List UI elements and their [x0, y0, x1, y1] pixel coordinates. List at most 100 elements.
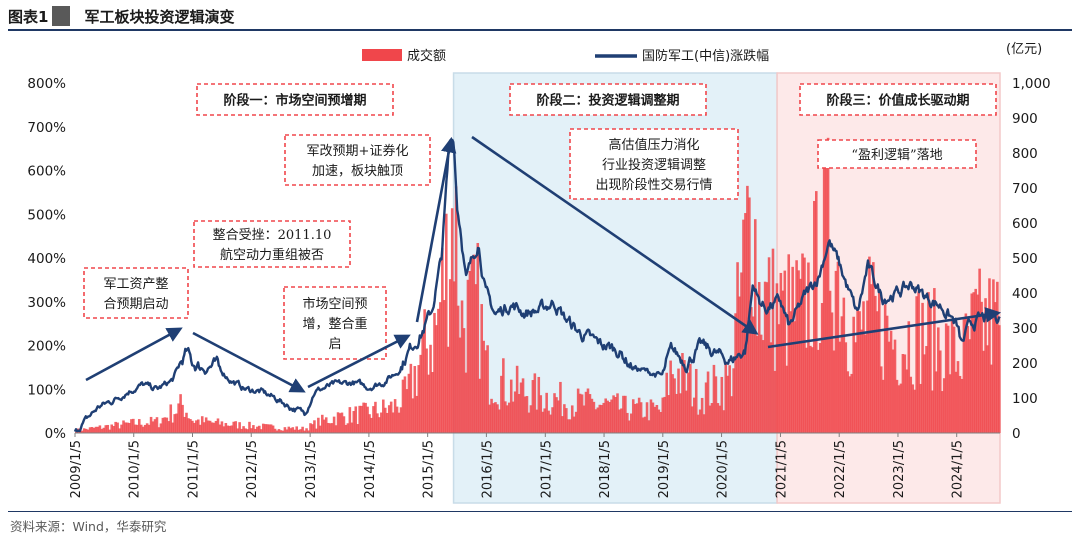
turnover-bar: [195, 420, 198, 433]
turnover-bar: [232, 421, 236, 433]
annotation-profit-logic-frame: [817, 139, 977, 169]
turnover-bar: [382, 399, 385, 433]
turnover-bar: [94, 426, 98, 433]
annotation-military-reform-text: 加速，板块触顶: [312, 164, 403, 179]
turnover-bar: [964, 313, 968, 433]
turnover-bar: [704, 382, 708, 433]
x-tick-label: 2014/1/5: [363, 440, 378, 498]
y-right-tick-label: 800: [1012, 146, 1038, 162]
turnover-bar: [618, 409, 621, 433]
y-right-tick-label: 400: [1012, 286, 1038, 302]
turnover-bar: [750, 307, 753, 433]
y-left-tick-label: 700%: [27, 120, 66, 136]
turnover-bar: [374, 401, 377, 433]
turnover-bar: [106, 424, 110, 433]
x-tick-label: 2019/1/5: [657, 440, 672, 498]
turnover-bar: [643, 416, 647, 433]
y-left-tick-label: 600%: [27, 164, 66, 180]
x-tick-label: 2020/1/5: [716, 440, 731, 498]
turnover-bar: [389, 401, 393, 433]
turnover-bar: [261, 423, 265, 433]
turnover-bar: [698, 409, 702, 433]
turnover-bar: [838, 341, 842, 433]
annotation-valuation-digest-text: 行业投资逻辑调整: [602, 157, 706, 173]
turnover-bar: [104, 425, 108, 433]
turnover-bar: [602, 402, 606, 433]
turnover-bar: [815, 191, 818, 433]
turnover-bar: [842, 297, 846, 433]
turnover-bar: [344, 424, 348, 433]
turnover-bar: [317, 417, 320, 433]
turnover-bar: [832, 350, 836, 433]
turnover-bar: [330, 423, 334, 433]
turnover-bar: [759, 334, 763, 433]
turnover-bar: [824, 165, 828, 433]
turnover-bar: [671, 374, 674, 433]
turnover-bar: [421, 330, 424, 433]
turnover-bar: [657, 409, 661, 433]
turnover-bar: [399, 407, 403, 433]
turnover-bar: [641, 417, 645, 433]
turnover-bar: [921, 302, 924, 433]
y-right-tick-label: 700: [1012, 181, 1038, 197]
turnover-bar: [163, 417, 167, 433]
turnover-bar: [141, 426, 145, 433]
turnover-bar: [208, 420, 212, 433]
turnover-bar: [580, 394, 584, 433]
turnover-bar: [724, 364, 728, 433]
turnover-bar: [336, 412, 340, 433]
turnover-bar: [830, 312, 834, 433]
turnover-bar: [901, 354, 905, 433]
turnover-bar: [468, 271, 472, 433]
turnover-bar: [667, 395, 670, 433]
redaction-block: [52, 6, 71, 26]
turnover-bar: [549, 414, 552, 433]
turnover-bar: [677, 368, 680, 433]
turnover-bar: [179, 394, 182, 433]
turnover-bar: [561, 416, 564, 433]
turnover-bar: [370, 417, 373, 433]
turnover-bar: [866, 300, 869, 433]
turnover-bar: [417, 365, 421, 433]
turnover-bar: [543, 408, 546, 433]
turnover-bar: [769, 342, 773, 433]
turnover-bar: [271, 425, 275, 433]
turnover-bar: [202, 422, 206, 433]
turnover-bar: [197, 419, 200, 433]
turnover-bar: [167, 421, 171, 433]
turnover-bar: [594, 409, 598, 433]
turnover-bar: [283, 427, 287, 433]
turnover-bar: [645, 402, 649, 433]
turnover-bar: [740, 272, 743, 433]
turnover-bar: [139, 424, 143, 433]
turnover-bar: [326, 422, 330, 433]
turnover-bar: [940, 391, 944, 433]
turnover-bar: [700, 397, 704, 433]
turnover-bar: [484, 350, 487, 433]
turnover-bar: [911, 384, 915, 433]
turnover-bar: [763, 281, 767, 433]
turnover-bar: [687, 372, 690, 433]
turnover-bar: [240, 428, 243, 433]
turnover-bar: [254, 428, 257, 433]
turnover-bar: [124, 422, 127, 433]
turnover-bar: [387, 405, 391, 433]
x-tick-label: 2022/1/5: [833, 440, 848, 498]
turnover-bar: [899, 383, 903, 433]
turnover-bar: [958, 375, 962, 433]
turnover-bar: [130, 419, 133, 433]
turnover-bar: [157, 427, 161, 433]
turnover-bar: [450, 208, 454, 433]
annotation-market-space-text: 增，整合重: [302, 316, 367, 332]
turnover-bar: [836, 261, 840, 433]
turnover-bar: [293, 429, 297, 433]
turnover-bar: [887, 341, 891, 433]
y-right-tick-label: 300: [1012, 321, 1038, 337]
turnover-bar: [151, 421, 155, 433]
turnover-bar: [706, 371, 710, 433]
turnover-bar: [378, 417, 381, 433]
turnover-bar: [639, 402, 643, 433]
turnover-bar: [311, 424, 314, 433]
turnover-bar: [529, 405, 533, 433]
turnover-bar: [984, 298, 987, 433]
